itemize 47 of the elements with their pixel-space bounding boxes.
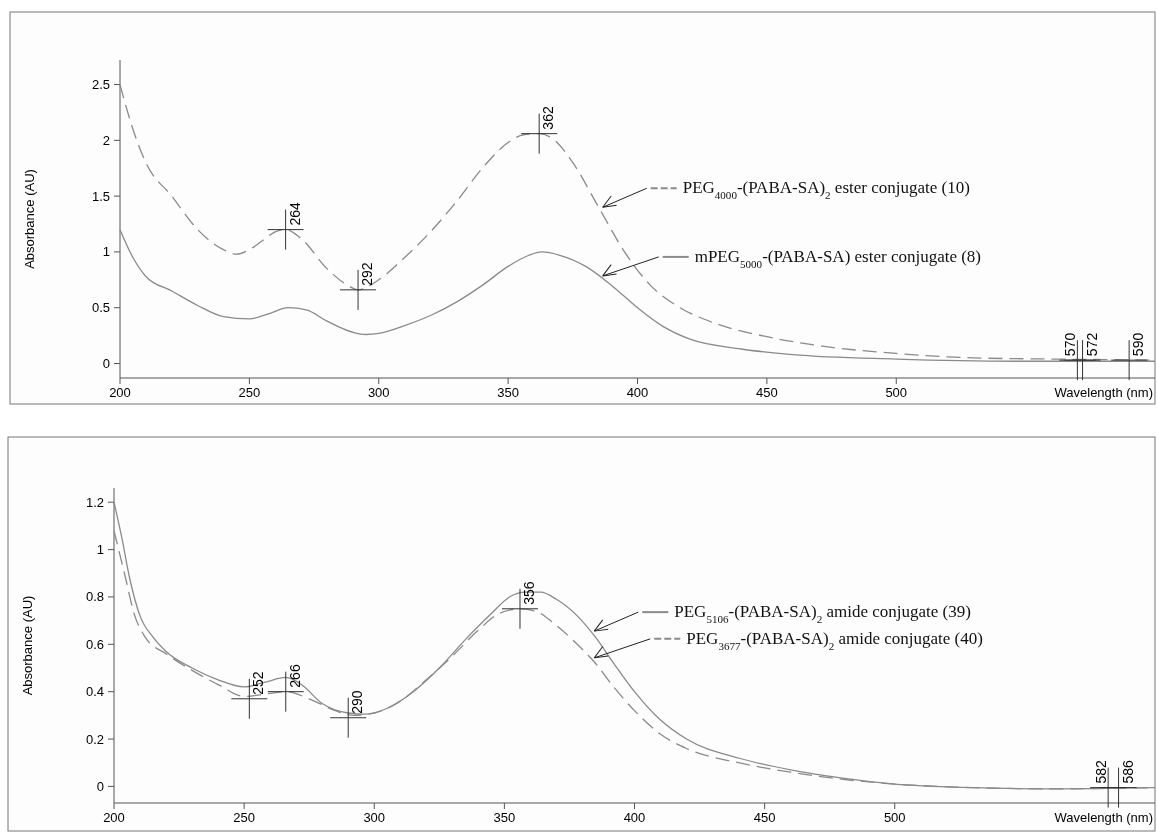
x-tick-label: 250 bbox=[233, 810, 255, 825]
annotation: 362 bbox=[540, 106, 557, 130]
annotation: 264 bbox=[286, 202, 303, 226]
legend-label: PEG$_{3677}$-(PABA-SA)$_{2}$ amide conjugate (40) bbox=[686, 628, 983, 652]
annotation: 572 bbox=[1083, 332, 1100, 357]
x-tick-label: 450 bbox=[753, 810, 776, 825]
y-tick-label: 0 bbox=[102, 355, 110, 371]
y-tick-label: 1.5 bbox=[91, 188, 110, 204]
x-axis-title: Wavelength (nm) bbox=[1054, 385, 1153, 400]
x-tick-label: 400 bbox=[626, 385, 649, 400]
y-axis-title: Absorbance (AU) bbox=[20, 595, 35, 696]
legend-label: PEG$_{5106}$-(PABA-SA)$_{2}$ amide conjugate (39) bbox=[674, 602, 971, 626]
x-tick-label: 200 bbox=[109, 385, 131, 400]
y-tick-label: 1 bbox=[96, 542, 104, 558]
x-tick-label: 400 bbox=[623, 810, 646, 825]
x-tick-label: 350 bbox=[497, 385, 519, 400]
x-axis-title: Wavelength (nm) bbox=[1054, 810, 1153, 825]
y-tick-label: 0.4 bbox=[85, 684, 104, 700]
annotation: 582 bbox=[1093, 760, 1110, 784]
y-tick-label: 0.6 bbox=[85, 636, 104, 652]
annotation: 586 bbox=[1119, 760, 1136, 784]
annotation: 290 bbox=[349, 690, 366, 714]
y-tick-label: 1 bbox=[102, 244, 110, 260]
x-tick-label: 300 bbox=[367, 385, 390, 400]
x-tick-label: 250 bbox=[238, 385, 261, 400]
x-tick-label: 500 bbox=[883, 810, 906, 825]
x-tick-label: 500 bbox=[885, 385, 908, 400]
annotation: 570 bbox=[1062, 332, 1079, 357]
y-tick-label: 0 bbox=[96, 778, 104, 794]
y-axis-title: Absorbance (AU) bbox=[22, 169, 37, 269]
annotation: 252 bbox=[250, 671, 267, 695]
y-tick-label: 1.2 bbox=[85, 494, 104, 510]
annotation: 292 bbox=[359, 262, 376, 286]
y-tick-label: 0.5 bbox=[91, 300, 110, 316]
x-tick-label: 350 bbox=[493, 810, 516, 825]
y-tick-label: 2.5 bbox=[91, 77, 110, 93]
legend-label: PEG$_{4000}$-(PABA-SA)$_{2}$ ester conjugate (10) bbox=[682, 178, 970, 202]
y-tick-label: 0.2 bbox=[85, 731, 104, 747]
x-tick-label: 200 bbox=[103, 810, 125, 825]
x-tick-label: 450 bbox=[756, 385, 778, 400]
annotation: 266 bbox=[286, 664, 303, 688]
x-tick-label: 300 bbox=[363, 810, 386, 825]
legend-label: mPEG$_{5000}$-(PABA-SA) ester conjugate (8) bbox=[694, 246, 982, 270]
annotation: 590 bbox=[1130, 332, 1147, 357]
y-tick-label: 0.8 bbox=[85, 589, 104, 605]
annotation: 356 bbox=[520, 581, 537, 605]
y-tick-label: 2 bbox=[102, 132, 110, 148]
